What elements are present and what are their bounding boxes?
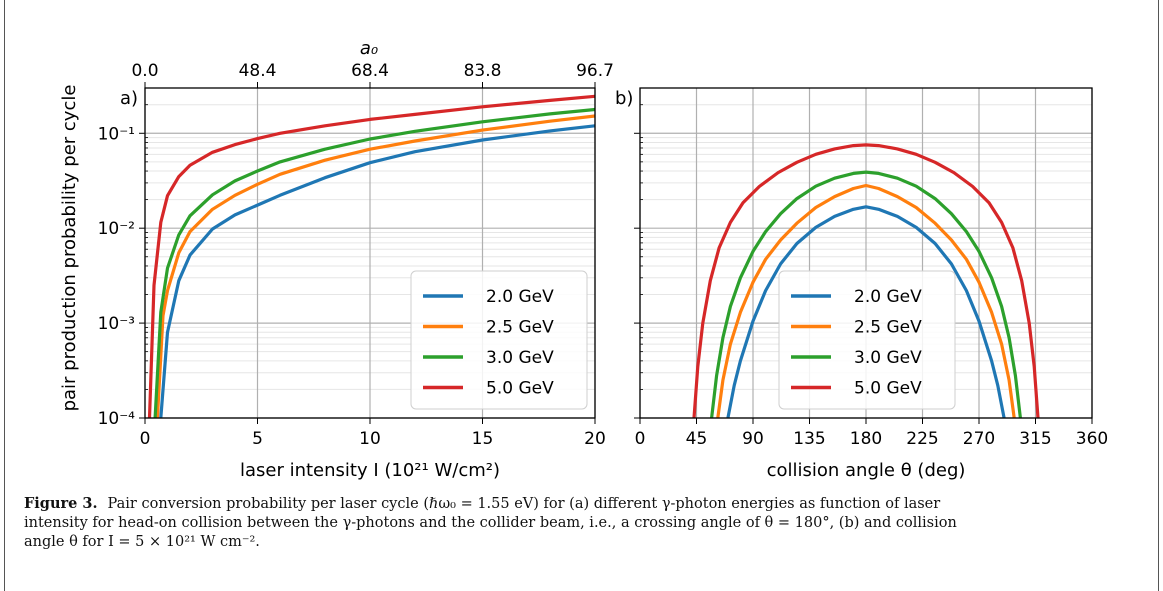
legend-entry-label: 3.0 GeV xyxy=(486,348,554,368)
series-line-20 xyxy=(726,205,1006,418)
series-line-25 xyxy=(155,114,595,418)
top-x-tick-label: 48.4 xyxy=(239,61,277,81)
top-x-tick-label: 83.8 xyxy=(464,61,502,81)
series-line-30 xyxy=(710,170,1022,418)
x-tick-label: 5 xyxy=(252,429,263,449)
legend-box xyxy=(410,270,588,410)
x-tick-label: 45 xyxy=(686,429,708,449)
legend-entry-label: 3.0 GeV xyxy=(854,348,922,368)
series-line-50 xyxy=(147,94,595,418)
x-axis-label: collision angle θ (deg) xyxy=(767,460,966,480)
legend-entry-label: 5.0 GeV xyxy=(486,379,554,399)
x-tick-label: 0 xyxy=(635,429,646,449)
top-x-tick-label: 96.7 xyxy=(576,61,614,81)
x-tick-label: 180 xyxy=(850,429,882,449)
legend-entry-label: 2.5 GeV xyxy=(854,318,922,338)
caption-line-3: angle θ for I = 5 × 10²¹ W cm⁻². xyxy=(24,534,260,550)
legend-box xyxy=(778,270,956,410)
x-tick-label: 315 xyxy=(1019,429,1051,449)
y-axis-label: pair production probability per cycle xyxy=(59,85,80,412)
caption-line-1: Figure 3. Pair conversion probability per… xyxy=(24,494,1134,514)
series-line-50 xyxy=(692,143,1040,418)
y-tick-label: 10⁻⁴ xyxy=(98,409,136,429)
x-tick-label: 15 xyxy=(472,429,494,449)
caption-label: Figure 3. xyxy=(24,495,98,512)
panel-label: a) xyxy=(120,88,138,109)
x-tick-label: 10 xyxy=(359,429,381,449)
plot-area-frame xyxy=(639,87,1093,419)
y-tick-label: 10⁻² xyxy=(98,219,135,239)
top-x-tick-label: 0.0 xyxy=(131,61,158,81)
legend-entry-label: 2.5 GeV xyxy=(486,318,554,338)
legend-entry-label: 2.0 GeV xyxy=(486,287,554,307)
x-axis-label: laser intensity I (10²¹ W/cm²) xyxy=(240,460,500,480)
x-tick-label: 0 xyxy=(140,429,151,449)
x-tick-label: 20 xyxy=(584,429,606,449)
figure-chart: 10⁻⁴ 10⁻³ 10⁻² 10⁻¹ 0 5 10 15 20 0.0 48.4 68.4 83.8 9… xyxy=(59,38,1108,480)
caption-text-1: Pair conversion probability per laser cy… xyxy=(107,496,941,512)
series-line-20 xyxy=(159,124,595,418)
caption-line-2: intensity for head-on collision between … xyxy=(24,515,957,531)
x-tick-label: 225 xyxy=(906,429,938,449)
legend-entry-label: 5.0 GeV xyxy=(854,379,922,399)
legend-entry-label: 2.0 GeV xyxy=(854,287,922,307)
x-tick-label: 135 xyxy=(793,429,825,449)
top-x-tick-label: 68.4 xyxy=(351,61,389,81)
x-tick-label: 270 xyxy=(963,429,995,449)
y-tick-label: 10⁻¹ xyxy=(98,124,135,144)
x-tick-label: 360 xyxy=(1076,429,1108,449)
x-tick-label: 90 xyxy=(742,429,764,449)
panel-label: b) xyxy=(615,88,633,109)
y-tick-label: 10⁻³ xyxy=(98,314,135,334)
series-line-30 xyxy=(153,107,595,418)
figure-caption: Figure 3. Pair conversion probability per… xyxy=(24,494,1134,552)
plot-area-frame xyxy=(144,87,596,419)
series-line-25 xyxy=(716,183,1016,418)
figure-frame xyxy=(4,0,1159,591)
top-x-axis-label: a₀ xyxy=(360,38,378,59)
